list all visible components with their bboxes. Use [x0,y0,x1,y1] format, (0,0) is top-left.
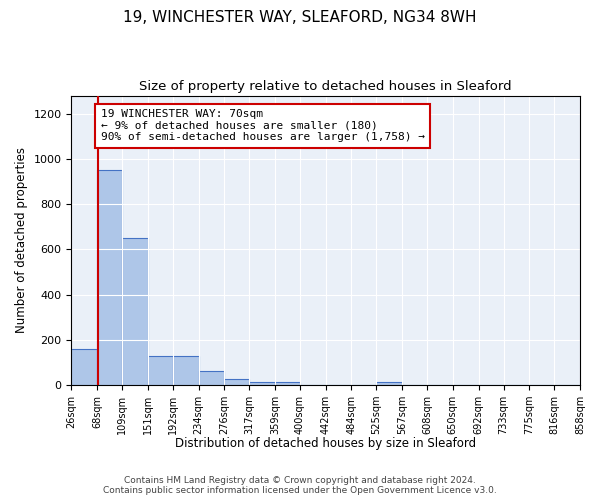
Bar [249,382,275,385]
Bar [199,372,224,385]
Bar [148,356,173,385]
Bar [224,380,249,385]
Bar [71,349,97,385]
Bar [97,170,122,385]
Text: 19, WINCHESTER WAY, SLEAFORD, NG34 8WH: 19, WINCHESTER WAY, SLEAFORD, NG34 8WH [123,10,477,25]
Bar [122,238,148,385]
Bar [376,382,402,385]
X-axis label: Distribution of detached houses by size in Sleaford: Distribution of detached houses by size … [175,437,476,450]
Bar [173,356,199,385]
Y-axis label: Number of detached properties: Number of detached properties [15,148,28,334]
Title: Size of property relative to detached houses in Sleaford: Size of property relative to detached ho… [139,80,512,93]
Bar [275,382,300,385]
Text: 19 WINCHESTER WAY: 70sqm
← 9% of detached houses are smaller (180)
90% of semi-d: 19 WINCHESTER WAY: 70sqm ← 9% of detache… [101,109,425,142]
Text: Contains HM Land Registry data © Crown copyright and database right 2024.
Contai: Contains HM Land Registry data © Crown c… [103,476,497,495]
